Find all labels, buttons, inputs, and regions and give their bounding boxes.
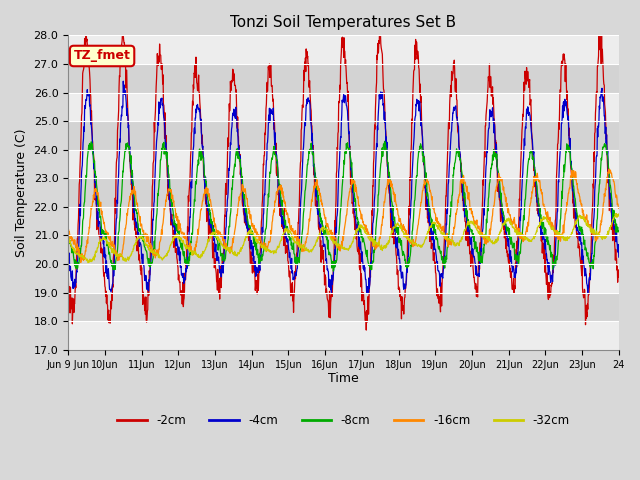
- Title: Tonzi Soil Temperatures Set B: Tonzi Soil Temperatures Set B: [230, 15, 456, 30]
- Bar: [68, 121, 619, 150]
- Bar: [68, 150, 619, 178]
- Bar: [68, 264, 619, 293]
- Legend: -2cm, -4cm, -8cm, -16cm, -32cm: -2cm, -4cm, -8cm, -16cm, -32cm: [113, 409, 575, 432]
- Y-axis label: Soil Temperature (C): Soil Temperature (C): [15, 128, 28, 257]
- Bar: [68, 236, 619, 264]
- Bar: [68, 93, 619, 121]
- X-axis label: Time: Time: [328, 372, 359, 385]
- Bar: [68, 178, 619, 207]
- Text: TZ_fmet: TZ_fmet: [74, 49, 131, 62]
- Bar: [68, 321, 619, 350]
- Bar: [68, 207, 619, 236]
- Bar: [68, 36, 619, 64]
- Bar: [68, 64, 619, 93]
- Bar: [68, 293, 619, 321]
